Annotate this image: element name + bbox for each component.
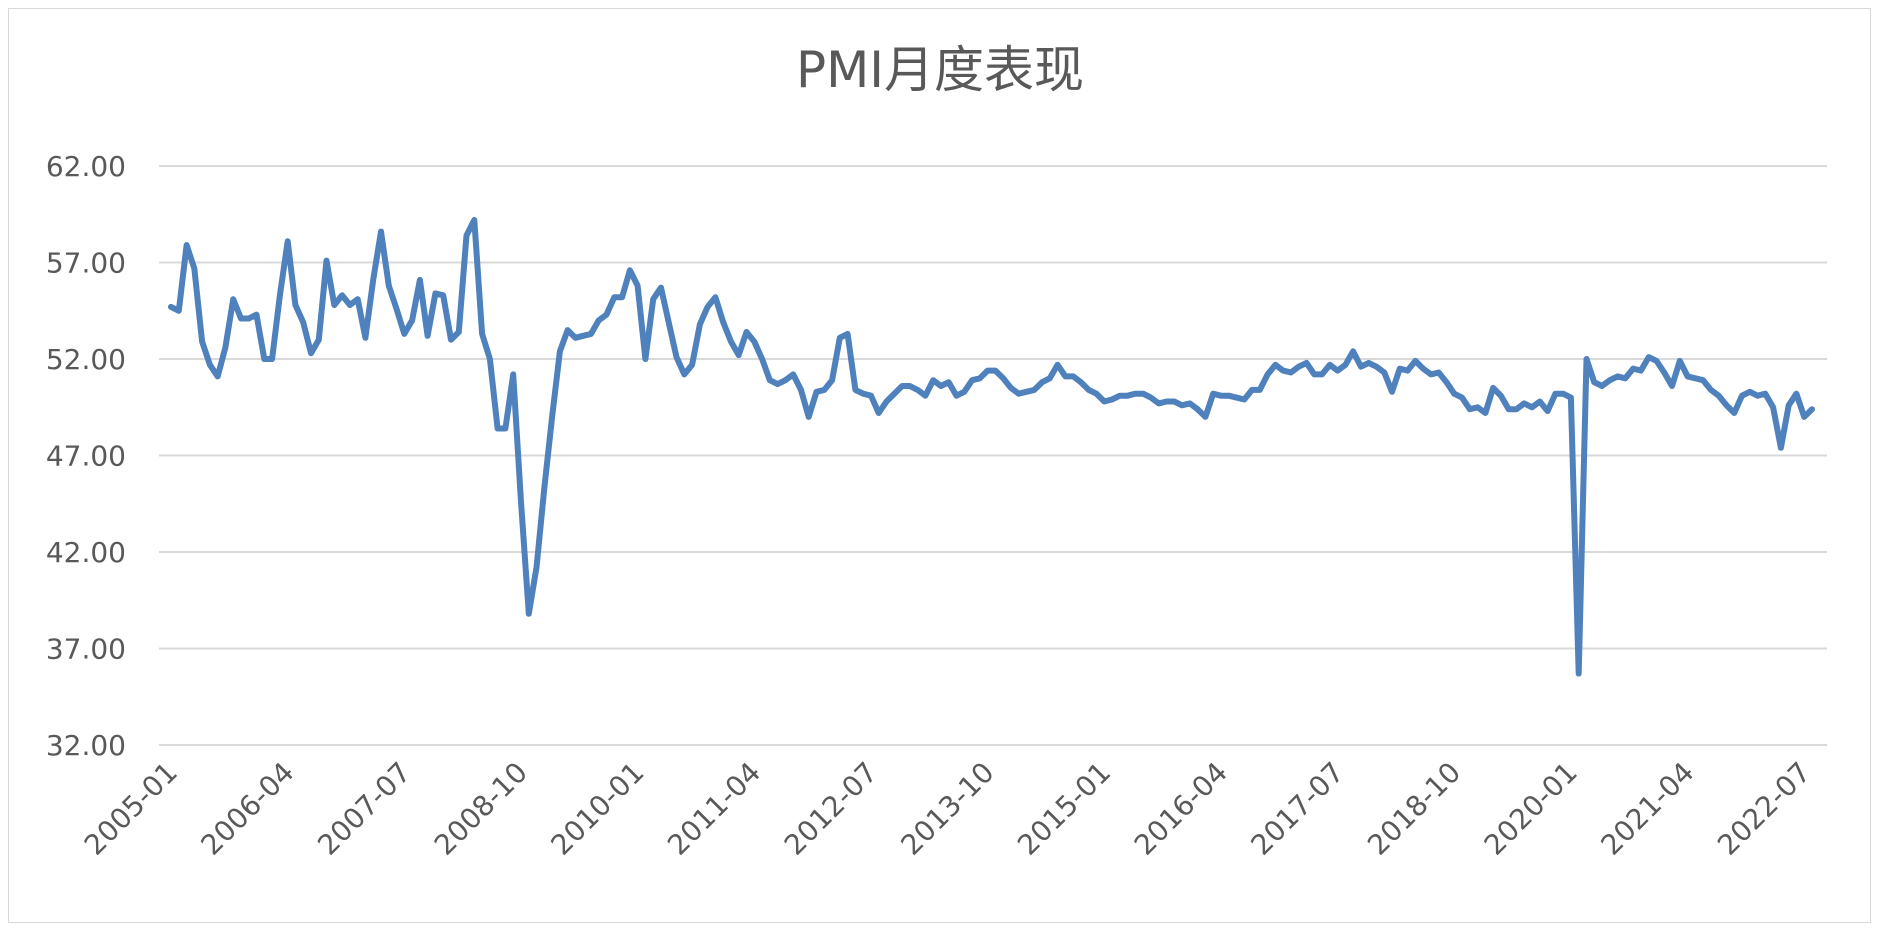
x-tick-label: 2015-01 (1011, 756, 1117, 862)
x-tick-label: 2020-01 (1478, 756, 1584, 862)
x-tick-label: 2022-07 (1711, 756, 1817, 862)
x-tick-label: 2016-04 (1128, 756, 1234, 862)
y-tick-label: 62.00 (46, 150, 126, 183)
x-tick-label: 2005-01 (78, 756, 184, 862)
x-tick-label: 2010-01 (545, 756, 651, 862)
gridlines (159, 165, 1827, 746)
y-tick-label: 42.00 (46, 536, 126, 569)
x-tick-label: 2007-07 (311, 756, 417, 862)
x-tick-label: 2017-07 (1244, 756, 1350, 862)
chart-title: PMI月度表现 (796, 41, 1084, 99)
x-tick-label: 2021-04 (1594, 756, 1700, 862)
y-tick-label: 57.00 (46, 247, 126, 280)
x-tick-label: 2012-07 (778, 756, 884, 862)
x-tick-label: 2013-10 (894, 756, 1000, 862)
y-tick-label: 52.00 (46, 343, 126, 376)
line-chart: PMI月度表现 62.00 57.00 52.00 47.00 42.00 37.00 32… (46, 41, 1827, 862)
x-tick-label: 2011-04 (661, 756, 767, 862)
x-axis-tick-labels: 2005-01 2006-04 2007-07 2008-10 2010-01 2011-… (78, 756, 1817, 862)
x-tick-label: 2018-10 (1361, 756, 1467, 862)
x-tick-label: 2008-10 (428, 756, 534, 862)
series-layer (168, 217, 1815, 677)
y-tick-label: 32.00 (46, 729, 126, 762)
chart-frame: PMI月度表现 62.00 57.00 52.00 47.00 42.00 37.00 32… (8, 8, 1871, 923)
y-axis-tick-labels: 62.00 57.00 52.00 47.00 42.00 37.00 32.00 (46, 150, 126, 762)
y-tick-label: 37.00 (46, 633, 126, 666)
y-tick-label: 47.00 (46, 440, 126, 473)
series-line (168, 217, 1815, 677)
x-tick-label: 2006-04 (195, 756, 301, 862)
